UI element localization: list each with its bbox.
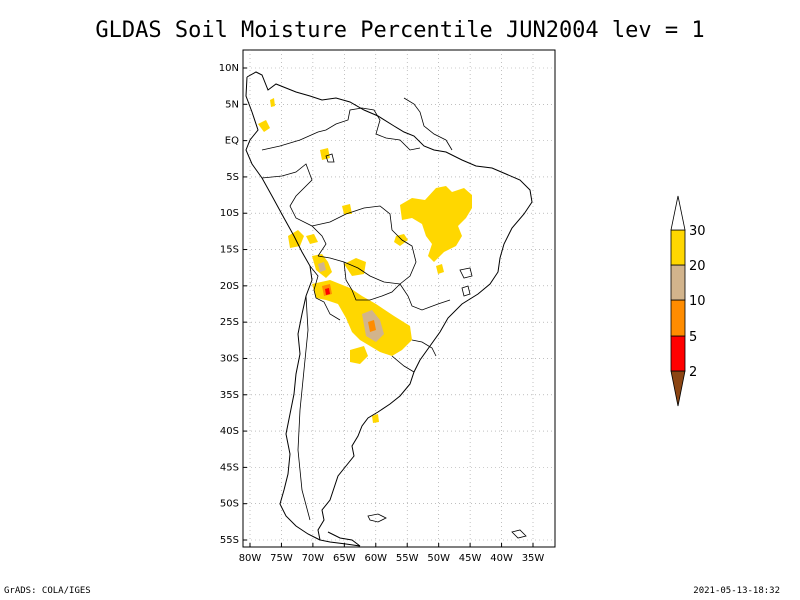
shade-pampas	[350, 346, 368, 364]
lat-label: 5N	[225, 99, 239, 110]
lon-label: 35W	[522, 553, 545, 564]
latitude-labels: 10N 5N EQ 5S 10S 15S 20S 25S 30S 35S 40S 45S 50S 55S	[219, 63, 247, 546]
percentile-shading	[258, 98, 472, 423]
lon-label: 40W	[490, 553, 513, 564]
colorbar-label-20: 20	[689, 259, 706, 274]
colorbar-segment-orange	[670, 299, 686, 337]
lon-label: 75W	[270, 553, 293, 564]
colorbar-label-2: 2	[689, 365, 697, 380]
colorbar-bottom-arrow	[670, 370, 686, 407]
colorbar-segment-yellow	[670, 229, 686, 266]
map-grid	[243, 50, 555, 547]
coastline	[245, 71, 533, 547]
lon-label: 80W	[239, 553, 262, 564]
lon-label: 50W	[427, 553, 450, 564]
shade-red-1	[325, 288, 330, 295]
colorbar-segment-red	[670, 335, 686, 372]
shade-orange-2	[368, 320, 376, 332]
footer-credit: GrADS: COLA/IGES	[4, 586, 91, 596]
footer-timestamp: 2021-05-13-18:32	[693, 586, 780, 596]
lat-label: 55S	[220, 535, 239, 546]
country-borders	[261, 97, 453, 521]
lon-label: 60W	[364, 553, 387, 564]
shade-peru-2	[306, 234, 318, 244]
page-title: GLDAS Soil Moisture Percentile JUN2004 l…	[95, 18, 705, 43]
colorbar-label-10: 10	[689, 294, 706, 309]
lat-label: 25S	[220, 317, 239, 328]
lat-label: 20S	[220, 281, 239, 292]
shade-tan-altiplano	[318, 262, 326, 272]
shade-patagonia-1	[372, 414, 379, 423]
lat-label: 5S	[226, 172, 239, 183]
colorbar-top-arrow	[670, 195, 686, 231]
shade-venezuela-1	[270, 98, 275, 107]
shade-brazil-central	[400, 186, 472, 262]
lat-label: 50S	[220, 499, 239, 510]
lat-label: 45S	[220, 462, 239, 473]
lat-label: 10S	[220, 208, 239, 219]
islands	[325, 153, 527, 539]
lat-label: 15S	[220, 245, 239, 256]
shade-brazil-small-2	[436, 264, 444, 274]
lon-label: 55W	[396, 553, 419, 564]
colorbar-segment-tan	[670, 264, 686, 301]
shade-chaco-argentina	[312, 280, 412, 356]
shade-brazil-small-1	[394, 234, 408, 246]
lat-label: 30S	[220, 353, 239, 364]
shade-amazon-1	[320, 148, 330, 160]
lon-label: 70W	[302, 553, 325, 564]
colorbar: 2 5 10 20 30	[670, 195, 706, 407]
longitude-labels: 80W 75W 70W 65W 60W 55W 50W 45W 40W 35W	[239, 543, 545, 564]
lat-label: EQ	[225, 136, 239, 147]
colorbar-label-5: 5	[689, 330, 697, 345]
lon-label: 45W	[459, 553, 482, 564]
lat-label: 10N	[219, 63, 239, 74]
shade-amazon-2	[342, 204, 352, 214]
lat-label: 35S	[220, 390, 239, 401]
lat-label: 40S	[220, 426, 239, 437]
colorbar-label-30: 30	[689, 224, 706, 239]
shade-colombia	[258, 120, 270, 132]
lon-label: 65W	[333, 553, 356, 564]
map-frame	[242, 49, 556, 548]
